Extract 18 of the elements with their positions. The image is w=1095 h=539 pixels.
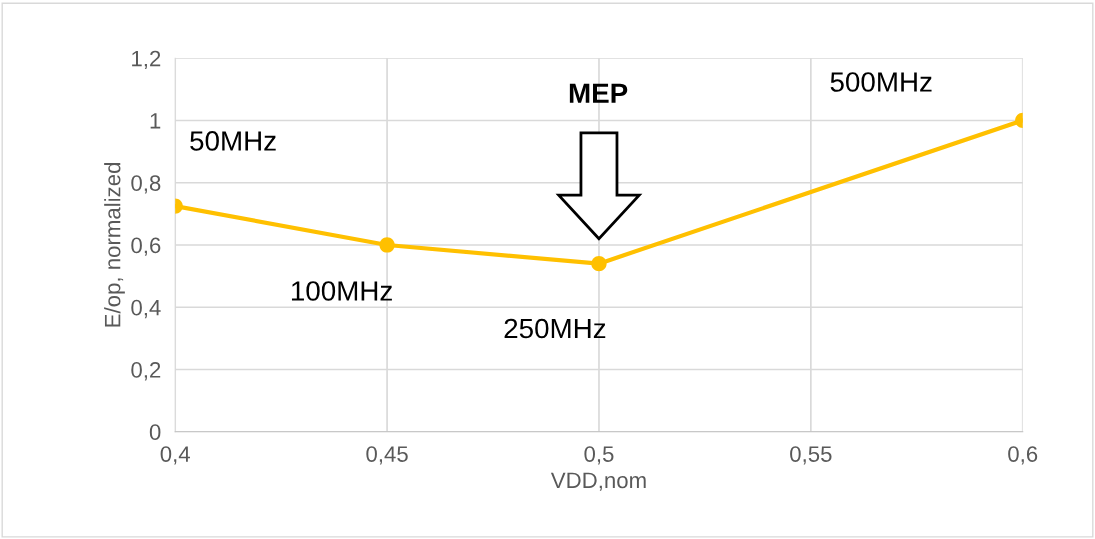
- y-axis-title: E/op, normalized: [104, 163, 125, 327]
- x-axis-title: VDD,nom: [550, 472, 646, 491]
- y-tick-label: 0,8: [131, 175, 161, 194]
- y-tick-label: 1,2: [132, 50, 161, 70]
- x-tick-label: 0,5: [584, 446, 614, 465]
- y-tick-label: 0,6: [131, 237, 161, 256]
- annotation: MEP: [569, 83, 628, 103]
- y-tick-label: 0: [149, 424, 161, 441]
- y-tick-label: 1: [150, 113, 161, 129]
- x-tick-label: 0,55: [790, 446, 832, 465]
- x-tick-label: 0,45: [366, 446, 408, 465]
- x-tick-label: 0,6: [1008, 446, 1038, 465]
- annotation: 250MHz: [504, 318, 606, 339]
- y-tick-label: 0,2: [131, 362, 161, 381]
- annotation: 100MHz: [291, 281, 392, 301]
- annotation: 500MHz: [830, 72, 932, 92]
- annotation: 50MHz: [190, 131, 276, 151]
- y-tick-label: 0,4: [131, 299, 161, 319]
